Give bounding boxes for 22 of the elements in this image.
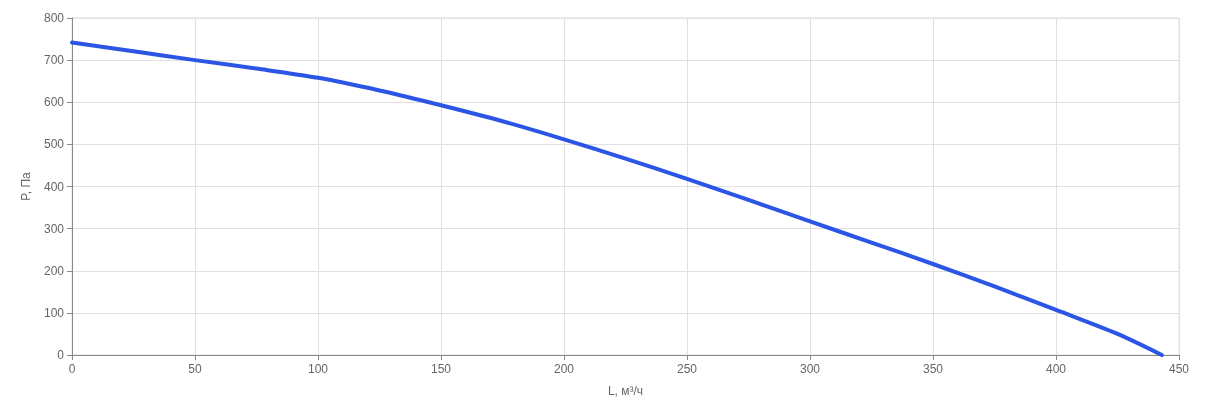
y-tick-label: 200 [43, 263, 65, 278]
y-tick-label: 700 [43, 53, 65, 68]
x-tick-label: 150 [430, 362, 452, 376]
x-tick-label: 100 [307, 362, 329, 376]
x-tick-label: 200 [553, 362, 575, 376]
y-tick-label: 300 [43, 221, 65, 236]
x-tick-label: 250 [676, 362, 698, 376]
y-tick-label: 0 [57, 348, 65, 362]
y-tick-label: 100 [43, 305, 65, 320]
x-tick-label: 400 [1045, 362, 1067, 376]
line-series [70, 40, 1164, 357]
x-axis-title: L, м³/ч [607, 384, 644, 398]
y-tick-label: 400 [43, 179, 65, 194]
x-tick-label: 350 [922, 362, 944, 376]
y-tick-label: 500 [43, 137, 65, 152]
x-tick-label: 50 [188, 362, 202, 376]
y-tick-label: 600 [43, 95, 65, 110]
y-axis-title: P, Па [19, 171, 33, 201]
x-tick-label: 300 [799, 362, 821, 376]
y-tick-label: 800 [43, 11, 65, 25]
x-tick-label: 0 [68, 362, 76, 376]
x-tick-label: 450 [1168, 362, 1190, 376]
